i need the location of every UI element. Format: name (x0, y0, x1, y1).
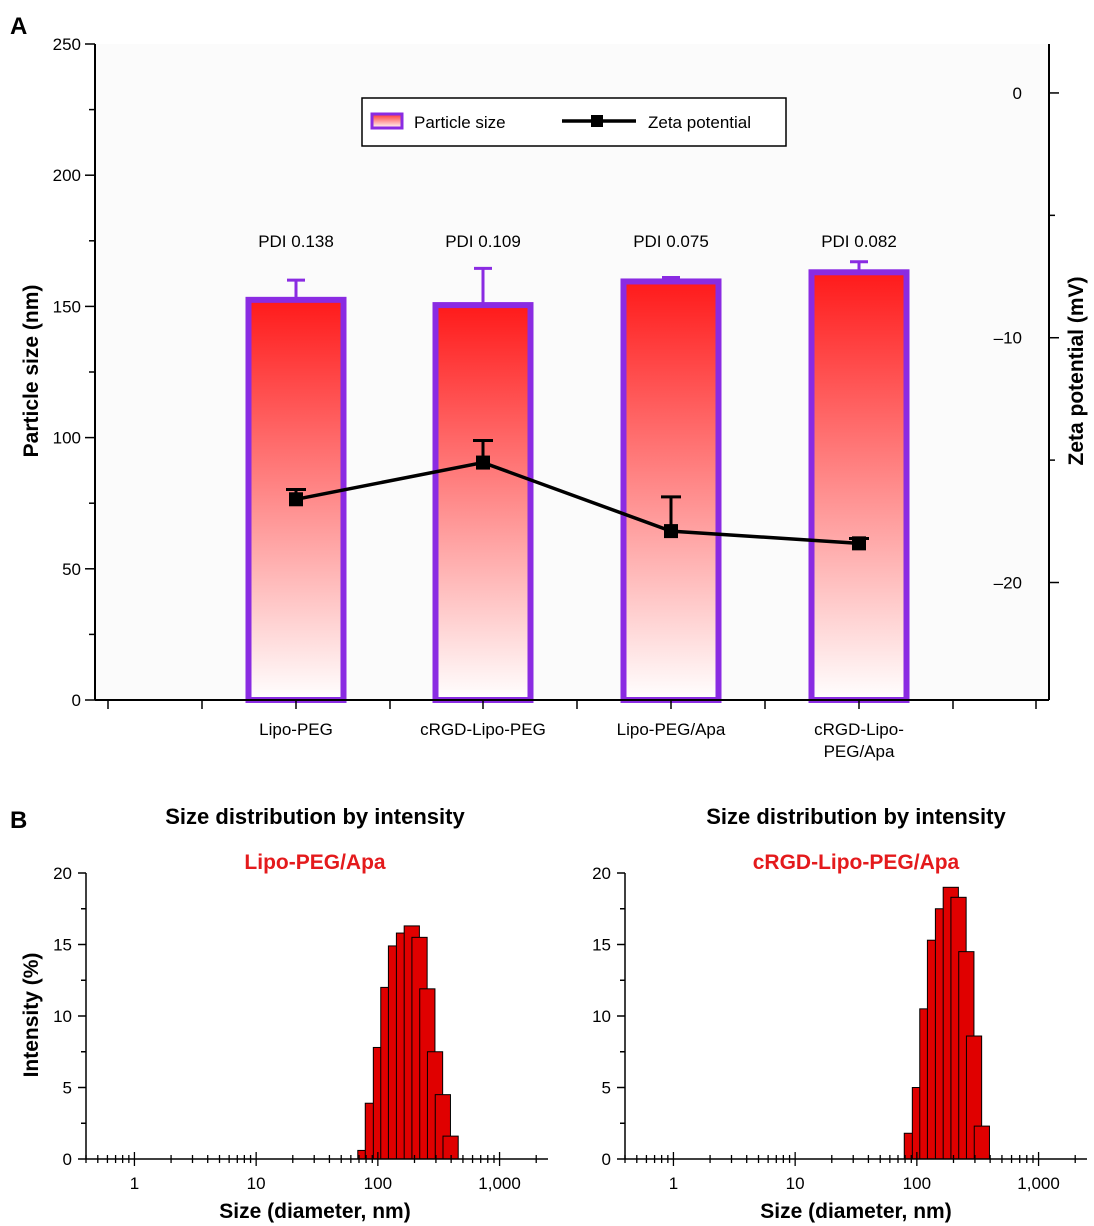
intensity-tick-label: 20 (53, 864, 72, 883)
particle-size-axis-label: Particle size (nm) (20, 285, 43, 458)
particle-size-tick-label: 0 (72, 691, 81, 710)
intensity-tick-label: 0 (602, 1150, 611, 1169)
zeta-potential-marker (852, 536, 866, 551)
intensity-tick-label: 0 (63, 1150, 72, 1169)
zeta-potential-tick-label: –20 (994, 574, 1022, 593)
intensity-tick-label: 20 (592, 864, 611, 883)
size-tick-label: 1 (669, 1174, 678, 1193)
category-label: cRGD-Lipo-PEG (420, 720, 546, 739)
zeta-potential-tick-label: 0 (1013, 84, 1022, 103)
size-tick-label: 10 (247, 1174, 266, 1193)
size-tick-label: 10 (786, 1174, 805, 1193)
category-label: cRGD-Lipo-PEG/Apa (814, 720, 904, 761)
intensity-tick-label: 5 (602, 1079, 611, 1098)
hist-left-title: Size distribution by intensity (165, 804, 465, 829)
intensity-tick-label: 10 (592, 1007, 611, 1026)
panel-label-b: B (10, 807, 27, 834)
pdi-label: PDI 0.075 (633, 232, 709, 251)
legend-line-marker (591, 115, 603, 127)
hist-right-title: Size distribution by intensity (706, 804, 1006, 829)
size-tick-label: 1 (130, 1174, 139, 1193)
histogram-bar (973, 1125, 990, 1160)
category-label: Lipo-PEG (259, 720, 333, 739)
size-tick-label: 1,000 (478, 1174, 521, 1193)
particle-size-bar (620, 278, 722, 703)
zeta-potential-axis-label: Zeta potential (mV) (1065, 276, 1088, 465)
intensity-axis-label: Intensity (%) (20, 953, 43, 1078)
hist-right-x-axis-label: Size (diameter, nm) (760, 1200, 951, 1223)
pdi-label: PDI 0.082 (821, 232, 897, 251)
legend-particle-size: Particle size (414, 113, 506, 132)
particle-size-bar (432, 302, 534, 703)
hist-left-chart: 0 5 10 15 20 1 10 100 1,000 (53, 864, 548, 1193)
particle-size-tick-label: 50 (62, 560, 81, 579)
particle-size-tick-label: 250 (53, 35, 81, 54)
hist-left-x-axis-label: Size (diameter, nm) (219, 1200, 410, 1223)
intensity-tick-label: 15 (592, 936, 611, 955)
size-tick-label: 100 (364, 1174, 392, 1193)
hist-right-chart: 0 5 10 15 20 1 10 100 1,000 (592, 864, 1087, 1193)
particle-size-tick-label: 200 (53, 166, 81, 185)
intensity-tick-label: 10 (53, 1007, 72, 1026)
legend-bar-swatch (370, 112, 404, 130)
hist-right-subtitle: cRGD-Lipo-PEG/Apa (753, 851, 960, 874)
intensity-tick-label: 15 (53, 936, 72, 955)
zeta-potential-marker (476, 455, 490, 470)
particle-size-tick-label: 150 (53, 297, 81, 316)
zeta-potential-marker (289, 492, 303, 507)
hist-left-subtitle: Lipo-PEG/Apa (244, 851, 385, 874)
legend: Particle size Zeta potential (361, 97, 787, 147)
size-tick-label: 100 (903, 1174, 931, 1193)
legend-zeta-potential: Zeta potential (648, 113, 751, 132)
zeta-potential-marker (664, 524, 678, 539)
zeta-potential-line (295, 460, 860, 546)
panel-a-chart: PDI 0.138 PDI 0.109 PDI 0.075 PDI 0.082 0 50… (20, 35, 1088, 761)
pdi-label: PDI 0.109 (445, 232, 521, 251)
particle-size-tick-label: 100 (53, 429, 81, 448)
particle-size-bar (808, 269, 910, 703)
size-tick-label: 1,000 (1017, 1174, 1060, 1193)
panel-label-a: A (10, 13, 27, 40)
pdi-label: PDI 0.138 (258, 232, 334, 251)
intensity-tick-label: 5 (63, 1079, 72, 1098)
category-label: Lipo-PEG/Apa (617, 720, 726, 739)
zeta-potential-tick-label: –10 (994, 329, 1022, 348)
